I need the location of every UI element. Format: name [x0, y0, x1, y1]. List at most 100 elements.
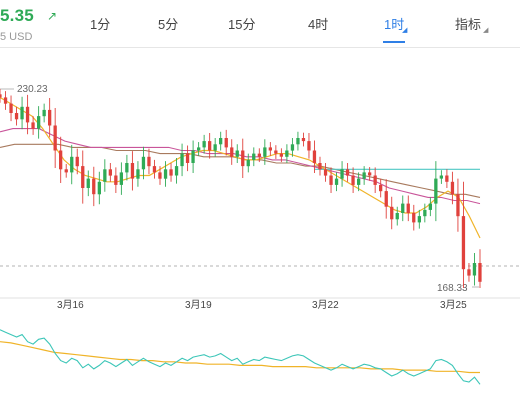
candle-up — [472, 253, 477, 286]
candle-up — [334, 172, 339, 192]
candle-down — [0, 88, 2, 103]
candle-body — [412, 213, 416, 223]
candle-body — [136, 169, 140, 179]
candle-body — [467, 269, 471, 276]
candle-down — [390, 196, 394, 230]
candle-body — [86, 178, 90, 188]
price-subtext: 5 USD — [0, 31, 33, 43]
candle-body — [246, 159, 250, 167]
candle-body — [20, 106, 24, 120]
candle-body — [390, 206, 394, 220]
candle-down — [450, 171, 455, 205]
candle-down — [461, 181, 466, 288]
ma-mid-line — [0, 128, 481, 205]
candle-body — [213, 144, 217, 151]
candle-body — [31, 122, 35, 129]
candle-down — [301, 132, 306, 147]
candle-down — [147, 148, 151, 175]
candle-down — [323, 163, 328, 182]
candle-body — [92, 178, 96, 195]
candle-up — [136, 161, 140, 187]
candle-down — [114, 167, 118, 193]
candle-body — [59, 150, 63, 170]
candle-up — [219, 131, 223, 151]
candle-body — [401, 203, 405, 213]
x-tick-label: 3月25 — [440, 299, 467, 311]
candle-up — [263, 139, 267, 165]
candle-body — [141, 156, 146, 170]
candle-down — [224, 129, 228, 156]
candlestick-layer — [0, 88, 482, 288]
candle-up — [86, 170, 90, 197]
tab-4h[interactable]: 4时 — [308, 17, 329, 32]
candle-body — [368, 172, 372, 176]
candle-body — [290, 144, 295, 151]
candle-body — [395, 213, 399, 220]
tab-15min[interactable]: 15分 — [228, 17, 256, 32]
candle-body — [329, 175, 333, 185]
candle-down — [75, 148, 79, 175]
indicator-panel — [0, 329, 481, 385]
ma-fast-line — [0, 96, 481, 239]
tab-5min[interactable]: 5分 — [158, 17, 179, 32]
candle-body — [37, 116, 41, 129]
candle-body — [434, 178, 438, 204]
candle-up — [246, 153, 250, 173]
candle-down — [230, 139, 234, 165]
candle-body — [208, 141, 212, 151]
arrow-up-right-icon: ↗ — [47, 9, 58, 23]
candle-body — [147, 156, 151, 167]
tab-indicators[interactable]: 指标 — [455, 17, 482, 32]
candle-body — [130, 163, 135, 179]
candle-down — [48, 98, 52, 138]
candle-body — [357, 178, 361, 185]
candle-body — [312, 150, 317, 163]
candle-body — [25, 106, 30, 123]
candle-body — [323, 169, 328, 176]
candle-up — [357, 172, 361, 192]
candle-down — [329, 167, 333, 193]
candle-down — [318, 156, 322, 176]
candle-up — [439, 170, 443, 184]
dropdown-corner-icon: ◢ — [402, 27, 408, 34]
candle-body — [445, 175, 449, 182]
candle-up — [213, 138, 217, 157]
candle-up — [141, 146, 146, 180]
candle-down — [379, 178, 383, 198]
x-tick-label: 3月19 — [185, 299, 212, 311]
candle-body — [472, 263, 477, 276]
candle-body — [174, 166, 179, 176]
candle-body — [169, 169, 173, 176]
candle-down — [307, 133, 311, 159]
candle-down — [81, 150, 85, 204]
candle-up — [42, 103, 46, 123]
candle-body — [42, 109, 46, 117]
candle-body — [0, 94, 2, 98]
candle-up — [174, 158, 179, 184]
candle-down — [445, 169, 449, 188]
candle-body — [158, 172, 162, 179]
high-label: 230.23 — [17, 84, 48, 95]
candle-up — [252, 147, 256, 167]
candle-body — [478, 263, 482, 282]
candle-body — [340, 169, 344, 179]
tab-1h[interactable]: 1时 — [384, 17, 405, 32]
candle-up — [97, 171, 101, 205]
candle-down — [169, 163, 173, 182]
candle-up — [202, 134, 206, 154]
interval-tabs: 1分 5分 15分 4时 1时 ◢ 指标 ◢ — [68, 0, 520, 46]
x-tick-label: 3月22 — [312, 299, 339, 311]
tab-1min[interactable]: 1分 — [90, 17, 111, 32]
candle-down — [241, 138, 245, 178]
candle-body — [3, 97, 8, 104]
candle-body — [263, 147, 267, 157]
candle-up — [37, 106, 41, 139]
candle-up — [417, 209, 421, 229]
candle-up — [235, 144, 239, 163]
candle-body — [307, 141, 311, 151]
candle-body — [461, 216, 466, 270]
candle-up — [163, 161, 168, 187]
candle-body — [423, 209, 427, 217]
candle-body — [362, 172, 366, 179]
